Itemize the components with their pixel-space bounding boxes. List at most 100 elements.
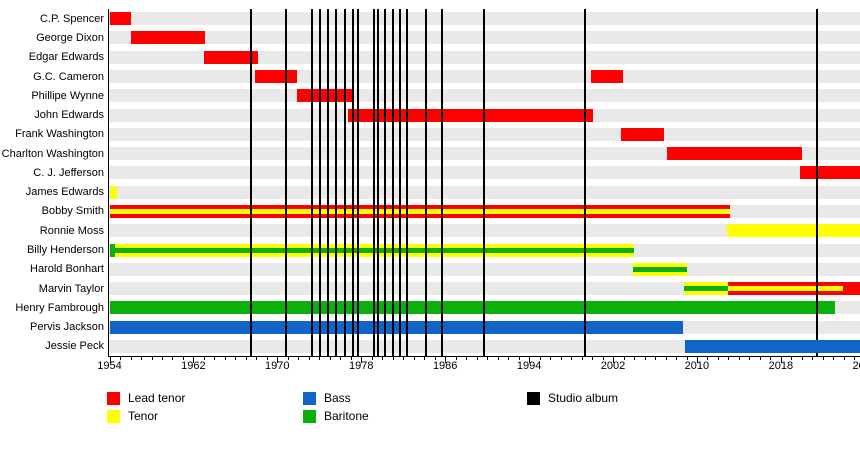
member-label-phillipe-wynne: Phillipe Wynne [31, 89, 104, 102]
studio-album-line [391, 9, 394, 356]
legend-swatch-bass [303, 392, 316, 405]
x-axis-minor-tick [759, 357, 761, 360]
role-bar [109, 12, 131, 26]
x-axis-minor-tick [717, 357, 719, 360]
role-bar [130, 31, 205, 45]
x-axis-minor-tick [655, 357, 656, 360]
role-bar [799, 166, 860, 180]
x-axis-minor-tick [382, 357, 384, 360]
studio-album-line [425, 9, 428, 356]
member-label-billy-henderson: Billy Henderson [26, 244, 104, 256]
member-label-james-edwards: James Edwards [25, 186, 104, 199]
member-label-pervis-jackson: Pervis Jackson [30, 321, 104, 334]
x-axis-minor-tick [497, 357, 499, 360]
role-bar [347, 108, 594, 122]
studio-album-line [372, 9, 375, 356]
x-axis-tick-label: 1962 [181, 360, 206, 372]
x-axis-minor-tick [371, 357, 373, 360]
studio-album-line [815, 9, 818, 356]
x-axis-major-tick [277, 357, 279, 363]
legend-swatch-lead-tenor [107, 392, 120, 405]
x-axis-tick-label: 1978 [349, 360, 374, 372]
x-axis-minor-tick [235, 357, 237, 360]
x-axis-minor-tick [707, 357, 709, 360]
x-axis-minor-tick [550, 357, 552, 360]
x-axis-minor-tick [738, 357, 740, 360]
studio-album-line [343, 9, 346, 356]
legend-label-bass: Bass [324, 391, 351, 405]
x-axis-minor-tick [340, 357, 342, 360]
x-axis-minor-tick [203, 357, 205, 360]
studio-album-line [351, 9, 354, 356]
x-axis-minor-tick [120, 357, 121, 360]
x-axis-minor-tick [833, 357, 835, 360]
studio-album-line [326, 9, 329, 356]
x-axis-major-tick [613, 357, 614, 363]
x-axis-minor-tick [539, 357, 541, 360]
studio-album-line [583, 9, 586, 356]
legend-swatch-baritone [303, 410, 316, 423]
legend-label-tenor: Tenor [128, 409, 159, 423]
x-axis-minor-tick [403, 357, 405, 360]
x-axis-major-tick [780, 357, 782, 363]
x-axis-major-tick [193, 357, 195, 363]
role-bar [685, 339, 860, 353]
member-label-frank-washington: Frank Washington [15, 128, 104, 141]
x-axis-minor-tick [424, 357, 426, 360]
legend-swatch-tenor [107, 410, 120, 423]
x-axis-minor-tick [644, 357, 646, 360]
x-axis-minor-tick [770, 357, 772, 360]
x-axis-minor-tick [256, 357, 258, 360]
studio-album-line [335, 9, 338, 356]
role-bar [109, 204, 730, 218]
member-label-john-edwards: John Edwards [34, 109, 104, 121]
member-label-henry-fambrough: Henry Fambrough [15, 301, 104, 314]
role-bar [633, 262, 687, 276]
member-label-g-c-cameron: G.C. Cameron [33, 70, 104, 83]
member-label-marvin-taylor: Marvin Taylor [38, 282, 104, 295]
role-bar [591, 70, 623, 83]
member-label-c-p-spencer: C.P. Spencer [39, 12, 104, 25]
role-bar [727, 224, 860, 238]
x-axis-minor-tick [161, 357, 163, 360]
x-axis-minor-tick [571, 357, 573, 360]
x-axis-minor-tick [214, 357, 216, 360]
x-axis-minor-tick [434, 357, 436, 360]
x-axis-tick-label: 1986 [432, 360, 458, 372]
role-bar [203, 50, 259, 64]
x-axis-minor-tick [245, 357, 247, 360]
y-axis-spine [108, 9, 109, 356]
studio-album-line [311, 9, 313, 356]
member-label-george-dixon: George Dixon [36, 31, 104, 44]
x-axis-spine [108, 356, 860, 357]
role-bar [684, 282, 729, 295]
x-axis-tick-label: 2026 [852, 360, 860, 372]
role-bar [109, 301, 836, 315]
studio-album-line [384, 9, 387, 356]
x-axis-major-tick [445, 357, 447, 363]
studio-album-line [399, 9, 402, 356]
x-axis-minor-tick [854, 357, 856, 360]
member-label-edgar-edwards: Edgar Edwards [28, 51, 104, 64]
x-axis-minor-tick [676, 357, 677, 360]
x-axis-minor-tick [581, 357, 583, 360]
x-axis-minor-tick [592, 357, 593, 360]
member-label-harold-bonhart: Harold Bonhart [30, 263, 104, 276]
studio-album-line [377, 9, 379, 356]
member-label-ronnie-moss: Ronnie Moss [39, 224, 104, 237]
x-axis-major-tick [361, 357, 363, 363]
studio-album-line [357, 9, 360, 356]
x-axis-tick-label: 2010 [684, 360, 710, 372]
x-axis-minor-tick [151, 357, 153, 360]
role-bar [109, 243, 115, 257]
x-axis-minor-tick [329, 357, 331, 360]
x-axis-minor-tick [508, 357, 510, 360]
role-bar [842, 282, 860, 295]
member-label-charlton-washington: Charlton Washington [1, 147, 104, 160]
x-axis-minor-tick [141, 357, 142, 360]
x-axis-minor-tick [749, 357, 751, 360]
studio-album-line [406, 9, 409, 356]
role-bar [109, 320, 684, 334]
role-bar [621, 127, 665, 141]
